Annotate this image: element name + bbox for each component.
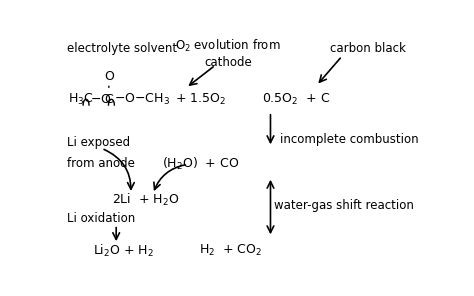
Text: Li exposed: Li exposed: [66, 136, 130, 149]
Text: + 1.5O$_2$: + 1.5O$_2$: [175, 92, 226, 107]
Text: electrolyte solvent: electrolyte solvent: [66, 42, 177, 55]
Text: from anode: from anode: [66, 157, 135, 170]
Text: H$_3$C: H$_3$C: [68, 92, 94, 107]
Text: 2Li  + H$_2$O: 2Li + H$_2$O: [112, 192, 179, 208]
Text: C: C: [104, 93, 113, 106]
Text: cathode: cathode: [204, 56, 252, 69]
Text: Li$_2$O + H$_2$: Li$_2$O + H$_2$: [93, 243, 154, 259]
Text: Li oxidation: Li oxidation: [66, 213, 135, 226]
Text: $\mathsf{-}$O$\mathsf{-}$CH$_3$: $\mathsf{-}$O$\mathsf{-}$CH$_3$: [114, 92, 170, 107]
Text: $\mathsf{-}$O: $\mathsf{-}$O: [91, 93, 112, 106]
Text: H$_2$  + CO$_2$: H$_2$ + CO$_2$: [199, 243, 262, 258]
Text: O$_2$ evolution from: O$_2$ evolution from: [175, 38, 281, 54]
Text: water-gas shift reaction: water-gas shift reaction: [274, 199, 414, 212]
Text: carbon black: carbon black: [330, 42, 406, 55]
Text: O: O: [104, 70, 114, 83]
Text: 0.5O$_2$  + C: 0.5O$_2$ + C: [262, 92, 330, 107]
Text: (H$_2$O)  + CO: (H$_2$O) + CO: [162, 156, 239, 172]
Text: incomplete combustion: incomplete combustion: [280, 133, 418, 146]
